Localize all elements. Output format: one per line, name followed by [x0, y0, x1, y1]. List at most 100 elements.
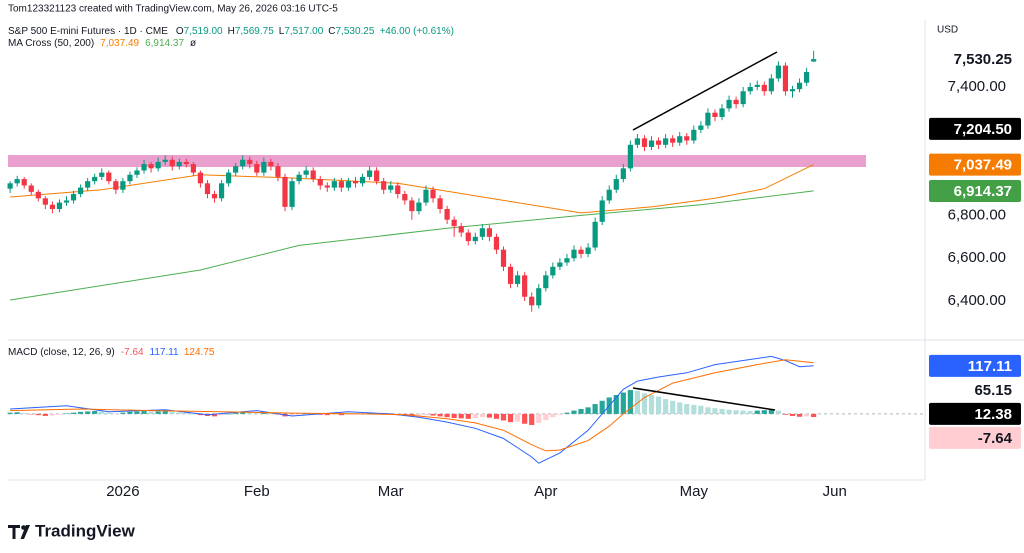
histogram-bar — [148, 411, 154, 414]
histogram-bar — [324, 413, 330, 416]
candle-body — [388, 185, 394, 190]
histogram-bar — [543, 413, 549, 421]
candle-body — [451, 219, 457, 227]
candle-body — [402, 194, 408, 201]
indicator-value: 6,914.37 — [145, 38, 184, 49]
histogram-bar — [811, 413, 817, 418]
ohlc-key: O — [176, 26, 184, 37]
legend-line: S&P 500 E-mini Futures · 1D · CME O7,519.… — [8, 26, 454, 37]
histogram-bar — [754, 410, 760, 414]
candle-body — [169, 159, 175, 167]
histogram-bar — [726, 409, 732, 414]
candle-body — [677, 136, 683, 143]
histogram-bar — [289, 413, 295, 416]
candle-body — [113, 181, 119, 190]
histogram-bar — [444, 413, 450, 418]
histogram-bar — [536, 413, 542, 423]
histogram-bar — [451, 413, 457, 419]
candle-body — [77, 187, 84, 195]
candle-body — [204, 183, 211, 195]
candle-body — [557, 262, 563, 267]
candle-body — [338, 181, 344, 188]
histogram-bar — [134, 411, 140, 414]
candle-body — [366, 170, 373, 177]
candle-body — [684, 136, 690, 141]
candle-body — [49, 204, 56, 210]
candle-body — [416, 202, 422, 212]
histogram-bar — [120, 412, 126, 414]
histogram-bar — [698, 405, 704, 414]
ohlc-value: 7,517.00 — [284, 26, 323, 37]
price-badge-label: 12.38 — [974, 406, 1012, 423]
candle-body — [691, 129, 697, 141]
candle-body — [296, 174, 302, 182]
candle-body — [352, 181, 359, 184]
moving-average-line — [10, 164, 814, 214]
histogram-bar — [641, 393, 648, 414]
histogram-bar — [803, 413, 810, 417]
candle-body — [444, 209, 450, 220]
candle-body — [465, 232, 471, 242]
candle-body — [310, 170, 316, 180]
candle-body — [712, 112, 718, 117]
histogram-bar — [49, 413, 56, 416]
candle-body — [571, 249, 577, 259]
candle-body — [564, 258, 570, 263]
currency: USD — [937, 25, 958, 36]
moving-average-line — [10, 190, 814, 301]
candle-body — [543, 275, 549, 289]
legend-line: MACD (close, 12, 26, 9) -7.64 117.11 124.75 — [8, 347, 215, 358]
histogram-bar — [613, 395, 619, 414]
y-tick-label: 6,400.00 — [948, 292, 1006, 309]
histogram-bar — [599, 400, 605, 414]
candle-body — [70, 194, 77, 201]
histogram-bar — [268, 413, 274, 414]
candle-body — [211, 194, 218, 199]
indicator-value: 7,037.49 — [100, 38, 139, 49]
histogram-bar — [42, 413, 48, 416]
watermark: Tom123321123 created with TradingView.co… — [8, 4, 338, 15]
histogram-bar — [768, 409, 774, 414]
candle-body — [578, 249, 584, 254]
brand: TradingView — [35, 521, 136, 540]
candle-body — [261, 161, 267, 173]
x-tick-label: 2026 — [106, 483, 139, 500]
candle-body — [599, 200, 605, 222]
histogram-bar — [670, 400, 676, 414]
histogram-bar — [176, 412, 182, 414]
candle-body — [740, 91, 746, 105]
candle-body — [409, 200, 415, 212]
histogram-bar — [218, 413, 225, 416]
histogram-bar — [338, 413, 344, 416]
histogram-bar — [585, 407, 591, 414]
candle-body — [437, 198, 443, 210]
histogram-bar — [465, 413, 471, 419]
ohlc-value: 7,569.75 — [235, 26, 274, 37]
candle-body — [634, 138, 641, 145]
candle-body — [289, 181, 295, 207]
price-badge — [929, 378, 1021, 401]
candle-body — [127, 174, 133, 182]
candle-body — [493, 236, 500, 250]
candle-body — [99, 172, 105, 177]
candle-body — [106, 172, 112, 182]
histogram-bar — [775, 410, 781, 414]
candle-body — [14, 179, 20, 184]
candle-body — [155, 161, 161, 169]
candle-body — [500, 249, 507, 267]
histogram-bar — [515, 413, 521, 422]
indicator-extra: ø — [190, 38, 196, 49]
candle-body — [176, 161, 182, 167]
candle-body — [141, 164, 147, 171]
candle-body — [550, 266, 556, 276]
ohlc-key: C — [328, 26, 335, 37]
histogram-bar — [430, 413, 436, 416]
candle-body — [42, 198, 48, 205]
price-badge-label: 117.11 — [968, 358, 1012, 375]
candle-body — [620, 168, 626, 180]
histogram-bar — [712, 408, 718, 414]
histogram-bar — [296, 413, 302, 415]
candle-body — [381, 181, 387, 190]
histogram-bar — [663, 399, 669, 414]
